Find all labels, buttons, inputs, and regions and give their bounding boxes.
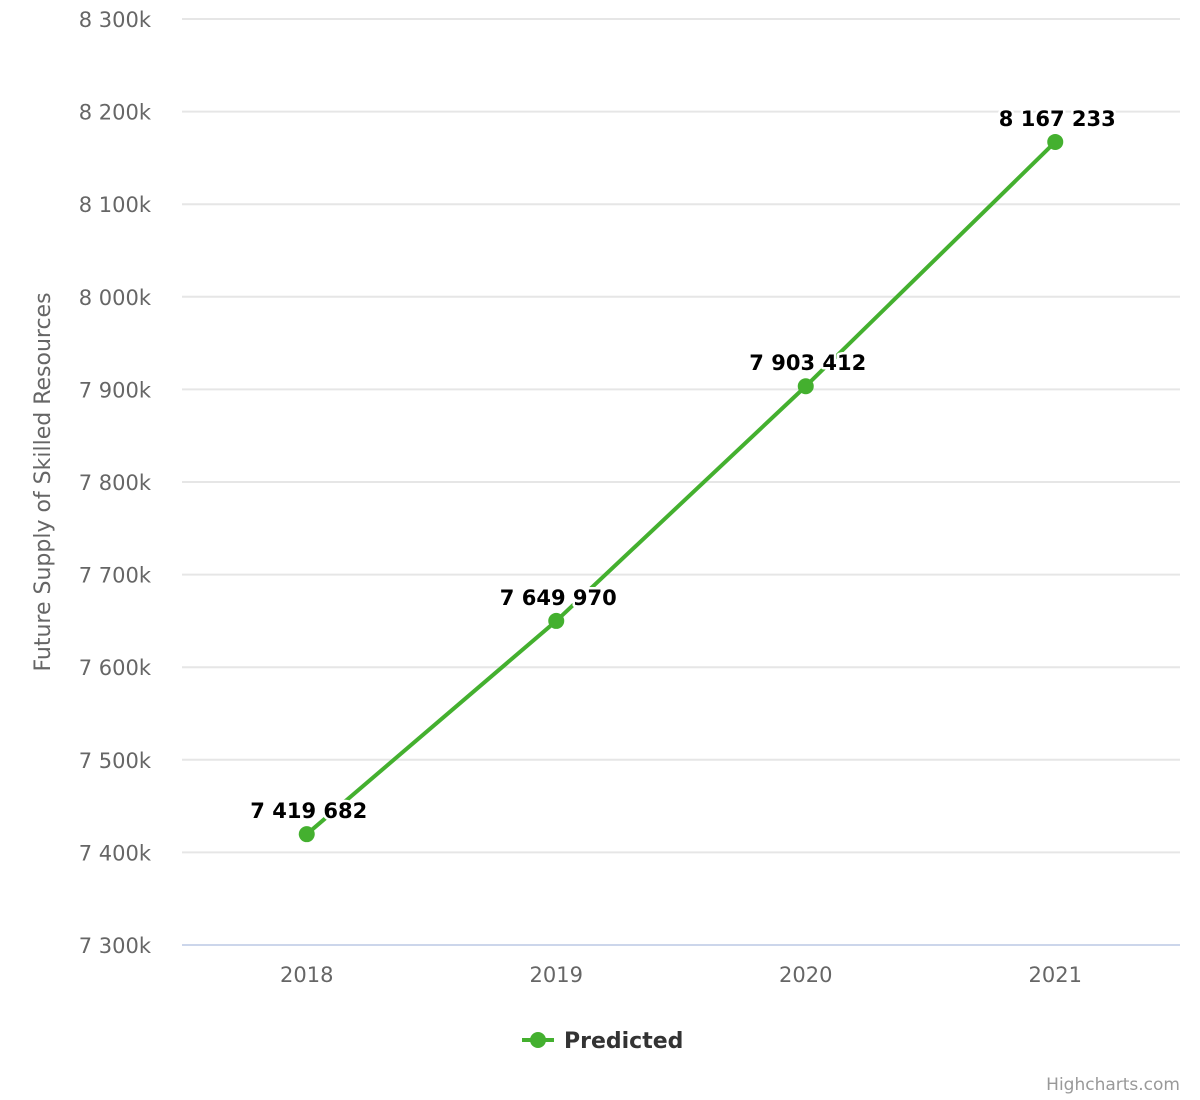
y-axis-label: Future Supply of Skilled Resources	[31, 292, 56, 671]
y-tick-label: 8 300k	[79, 8, 152, 32]
legend[interactable]: Predicted	[522, 1029, 683, 1054]
y-tick-label: 8 000k	[79, 286, 152, 310]
y-tick-label: 7 600k	[79, 656, 152, 680]
x-tick-label: 2018	[280, 963, 333, 987]
legend-marker	[530, 1032, 546, 1048]
y-axis-tick-labels: 7 300k 7 400k 7 500k 7 600k 7 700k 7 800k 7 90…	[79, 8, 152, 958]
data-labels: 7 419 682 7 649 970 7 903 412 8 167 233	[248, 104, 1118, 825]
y-tick-label: 8 200k	[79, 101, 152, 125]
credits-link[interactable]: Highcharts.com	[1046, 1075, 1180, 1095]
series-line[interactable]	[305, 140, 1057, 836]
data-label: 8 167 233	[999, 107, 1116, 131]
y-tick-label: 7 500k	[79, 749, 152, 773]
y-tick-label: 7 800k	[79, 471, 152, 495]
series-predicted[interactable]	[298, 133, 1064, 843]
data-point[interactable]	[797, 378, 814, 395]
y-tick-label: 7 400k	[79, 841, 152, 865]
data-label: 7 903 412	[749, 351, 866, 375]
gridlines	[182, 18, 1180, 946]
data-point[interactable]	[298, 826, 315, 843]
x-tick-label: 2020	[779, 963, 832, 987]
x-tick-label: 2019	[530, 963, 583, 987]
x-tick-label: 2021	[1029, 963, 1082, 987]
y-tick-label: 8 100k	[79, 193, 152, 217]
data-label: 7 419 682	[250, 799, 367, 823]
data-point[interactable]	[548, 612, 565, 629]
data-label: 7 649 970	[500, 586, 617, 610]
y-tick-label: 7 900k	[79, 378, 152, 402]
y-tick-label: 7 700k	[79, 564, 152, 588]
x-axis-tick-labels: 2018 2019 2020 2021	[280, 963, 1082, 987]
legend-label[interactable]: Predicted	[564, 1029, 683, 1054]
y-tick-label: 7 300k	[79, 934, 152, 958]
data-point[interactable]	[1047, 133, 1064, 150]
